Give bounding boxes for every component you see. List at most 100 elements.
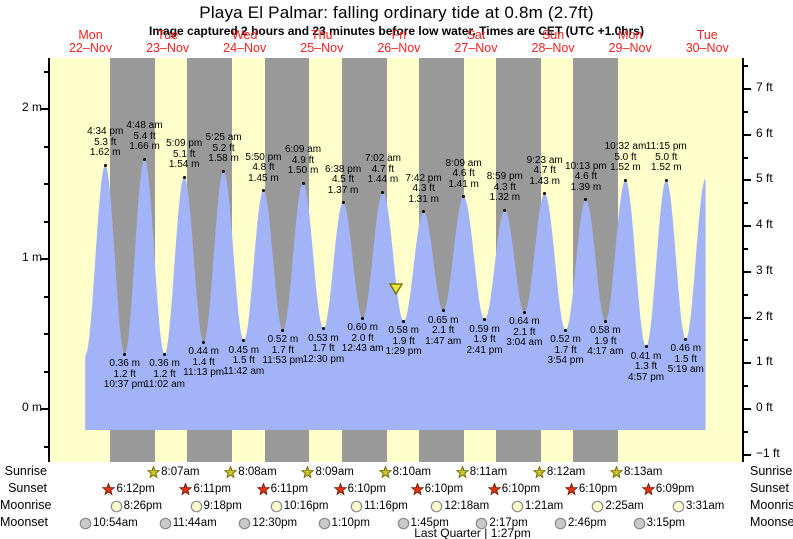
tide-annotation: 9:23 am 4.7 ft 1.43 m [526,154,563,187]
moonrise-circle-icon [511,500,524,513]
astro-time: 1:45pm [410,517,449,529]
tide-annotation: 6:38 pm 4.5 ft 1.37 m [325,163,362,196]
axis-tick [744,133,751,136]
moon-phase-footer: Last Quarter | 1:27pm [414,526,531,539]
tide-extreme-dot [584,198,588,201]
tide-annotation: 0.60 m 2.0 ft 12:43 am [341,322,384,354]
moonset-circle-icon [159,517,172,530]
moonrise-circle-icon [430,500,443,513]
sunrise-star-icon [455,465,469,479]
axis-tick [744,202,748,205]
astro-event: 8:13am [610,465,662,479]
astro-time: 6:11pm [193,483,231,495]
astro-event: 3:31am [672,499,724,513]
astro-event: 8:12am [532,465,586,479]
astro-event: 2:25am [591,499,644,513]
day-label: Mon 22–Nov [68,28,113,55]
astro-event: 10:54am [79,516,138,530]
axis-tick [744,430,748,433]
moonrise-circle-icon [672,500,685,513]
sunrise-star-icon [147,465,161,479]
astro-time: 1:21am [524,500,564,512]
day-label: Sat 27–Nov [454,28,498,55]
astro-time: 12:18am [444,500,490,512]
axis-tick [44,70,48,73]
axis-tick [744,156,748,159]
moonset-circle-icon [318,517,331,530]
astro-row-label-left: Moonset [0,515,48,529]
right-axis-label: 4 ft [756,217,773,232]
astro-event: 9:18pm [190,499,242,513]
tide-extreme-dot [202,340,206,344]
day-label: Mon 29–Nov [608,28,652,55]
tide-extreme-dot [402,319,406,323]
axis-tick [744,408,751,410]
chart-title: Playa El Palmar: falling ordinary tide a… [199,3,594,22]
axis-tick [44,183,48,185]
sunset-star-icon [333,482,347,496]
tide-annotation: 0.53 m 1.7 ft 12:30 pm [302,332,345,365]
astro-event: 6:10pm [410,482,464,496]
tide-extreme-dot [261,189,265,192]
tide-extreme-dot [564,328,568,332]
astro-time: 11:44am [172,517,217,529]
moonrise-circle-icon [350,500,363,513]
tide-annotation: 0.46 m 1.5 ft 5:19 am [667,343,704,375]
astro-time: 8:26pm [123,500,162,512]
astro-event: 6:12pm [102,482,155,496]
astro-time: 6:10pm [501,483,541,495]
sunset-star-icon [487,482,501,496]
right-axis-label: 7 ft [756,79,773,94]
astro-time: 6:10pm [424,483,464,495]
astro-event: 8:07am [147,465,200,479]
sunset-star-icon [256,482,270,496]
right-axis-label: 3 ft [756,262,773,277]
astro-event: 10:16pm [270,499,328,513]
astro-event: 2:17pm [475,516,528,530]
right-axis-label: 0 ft [756,400,773,414]
chart-subtitle: Image captured 2 hours and 23 minutes be… [149,24,644,38]
astro-time: 6:12pm [116,483,155,495]
axis-tick [744,339,748,342]
astro-row-label-right: Moonset [750,515,793,529]
axis-tick [744,385,748,388]
astro-time: 8:12am [546,466,586,478]
tide-area-path [85,159,706,430]
astro-time: 6:11pm [270,483,309,495]
astro-row-label-right: Sunset [750,481,789,495]
astro-event: 1:21am [511,499,563,513]
axis-tick [44,445,48,448]
astro-event: 3:15pm [633,516,685,530]
astro-time: 2:25am [605,500,644,512]
tide-extreme-dot [301,181,305,185]
sunrise-star-icon [610,465,623,479]
astro-time: 8:13am [624,466,663,478]
tide-annotation: 11:15 pm 5.0 ft 1.52 m [645,141,687,173]
right-axis-label: 6 ft [756,125,773,140]
day-label: Fri 26–Nov [377,28,421,55]
tide-extreme-dot [503,208,507,212]
tide-annotation: 0.64 m 2.1 ft 3:04 am [506,316,543,348]
axis-tick [744,453,751,456]
astro-event: 6:10pm [333,482,386,496]
sunrise-star-icon [378,465,392,479]
right-axis-label: 5 ft [756,171,773,186]
tide-extreme-dot [281,328,285,332]
sunrise-star-icon [532,465,546,479]
axis-tick [41,408,48,410]
axis-tick [744,270,751,273]
tide-extreme-dot [222,169,226,173]
astro-event: 1:45pm [397,516,449,530]
axis-tick [744,225,751,228]
moonrise-circle-icon [270,500,283,513]
astro-event: 6:10pm [487,482,541,496]
tide-extreme-dot [462,195,466,198]
day-label: Sun 28–Nov [531,28,575,55]
tide-annotation: 7:02 am 4.7 ft 1.44 m [364,153,401,185]
astro-row-label-right: Moonrise [750,498,793,512]
astro-time: 1:10pm [331,517,370,529]
tide-extreme-dot [684,337,688,341]
tide-annotation: 0.58 m 1.9 ft 4:17 am [587,325,624,357]
astro-time: 10:54am [93,517,138,529]
moonset-circle-icon [475,517,488,530]
